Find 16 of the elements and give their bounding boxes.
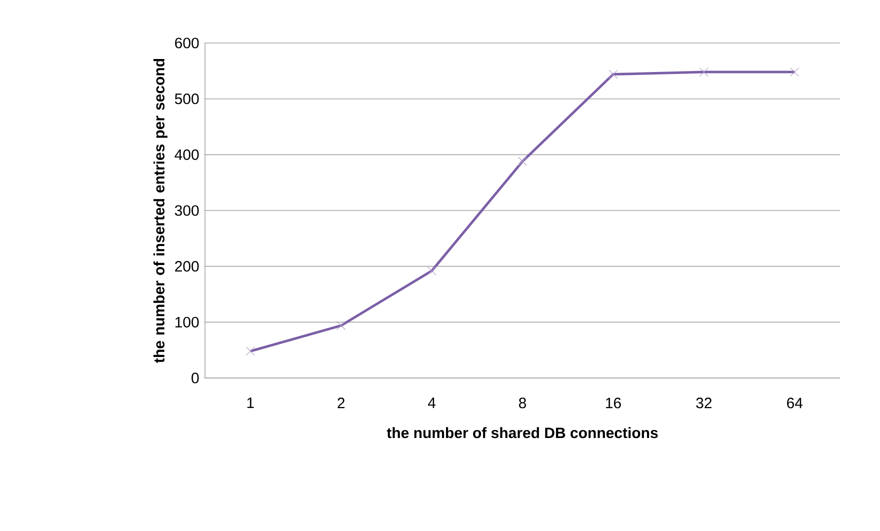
y-tick-label: 200 <box>175 261 199 272</box>
x-tick-label: 2 <box>338 398 344 408</box>
y-tick-label: 0 <box>192 372 199 384</box>
y-tick-label: 100 <box>175 316 199 328</box>
x-tick-label: 16 <box>606 398 621 408</box>
y-tick-label: 300 <box>174 205 199 216</box>
y-tick-label: 500 <box>174 94 199 104</box>
x-tick-label: 1 <box>247 398 254 408</box>
y-tick-label: 400 <box>174 149 199 160</box>
x-tick-label: 64 <box>787 398 803 408</box>
x-tick-label: 8 <box>518 398 526 408</box>
x-tick-label: 32 <box>696 398 712 408</box>
x-tick-label: 4 <box>428 398 436 408</box>
y-axis-title: the number of inserted entries per second <box>153 58 168 363</box>
y-tick-label: 600 <box>175 38 199 48</box>
x-axis-title: the number of shared DB connections <box>386 427 658 438</box>
